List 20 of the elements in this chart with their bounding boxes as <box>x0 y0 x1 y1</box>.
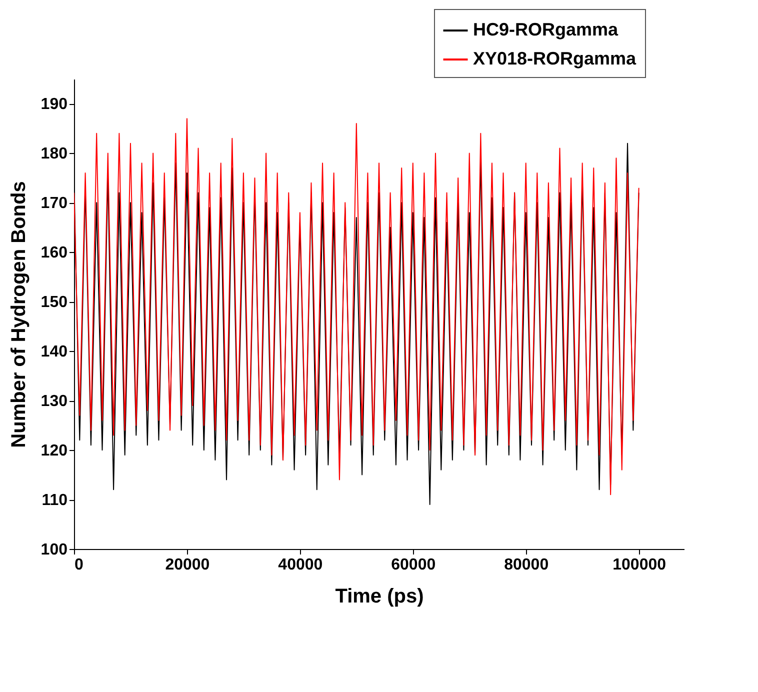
y-tick-label: 160 <box>40 244 68 262</box>
y-tick-label: 140 <box>40 344 68 361</box>
y-tick-label: 120 <box>40 442 68 460</box>
x-tick-label: 0 <box>74 556 84 574</box>
y-tick-label: 150 <box>40 294 68 312</box>
x-tick-label: 100000 <box>612 556 666 574</box>
x-axis-title: Time (ps) <box>335 586 424 608</box>
x-tick-label: 40000 <box>278 556 323 574</box>
y-tick-label: 100 <box>40 542 68 558</box>
x-tick-label: 80000 <box>504 556 549 574</box>
legend-label: HC9-RORgamma <box>473 20 620 40</box>
y-tick-label: 170 <box>40 195 68 212</box>
y-axis-title: Number of Hydrogen Bonds <box>8 181 30 448</box>
y-tick-label: 180 <box>40 146 68 163</box>
x-tick-label: 20000 <box>165 556 210 574</box>
y-tick-label: 110 <box>42 492 68 510</box>
x-tick-label: 60000 <box>391 556 436 574</box>
y-tick-label: 190 <box>40 96 68 114</box>
y-tick-label: 130 <box>40 393 68 410</box>
legend-label: XY018-RORgamma <box>473 48 638 68</box>
